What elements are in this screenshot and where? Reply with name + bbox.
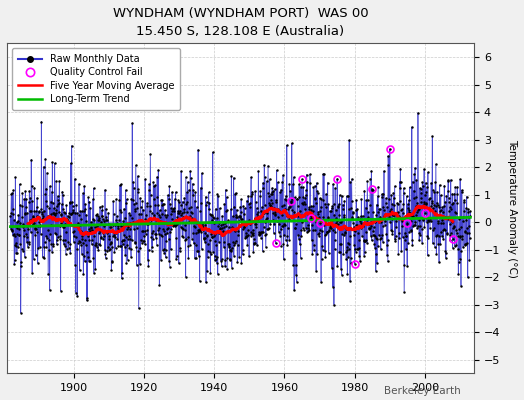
Y-axis label: Temperature Anomaly (°C): Temperature Anomaly (°C) — [507, 139, 517, 278]
Title: WYNDHAM (WYNDHAM PORT)  WAS 00
15.450 S, 128.108 E (Australia): WYNDHAM (WYNDHAM PORT) WAS 00 15.450 S, … — [113, 7, 368, 38]
Legend: Raw Monthly Data, Quality Control Fail, Five Year Moving Average, Long-Term Tren: Raw Monthly Data, Quality Control Fail, … — [12, 48, 180, 110]
Text: Berkeley Earth: Berkeley Earth — [385, 386, 461, 396]
